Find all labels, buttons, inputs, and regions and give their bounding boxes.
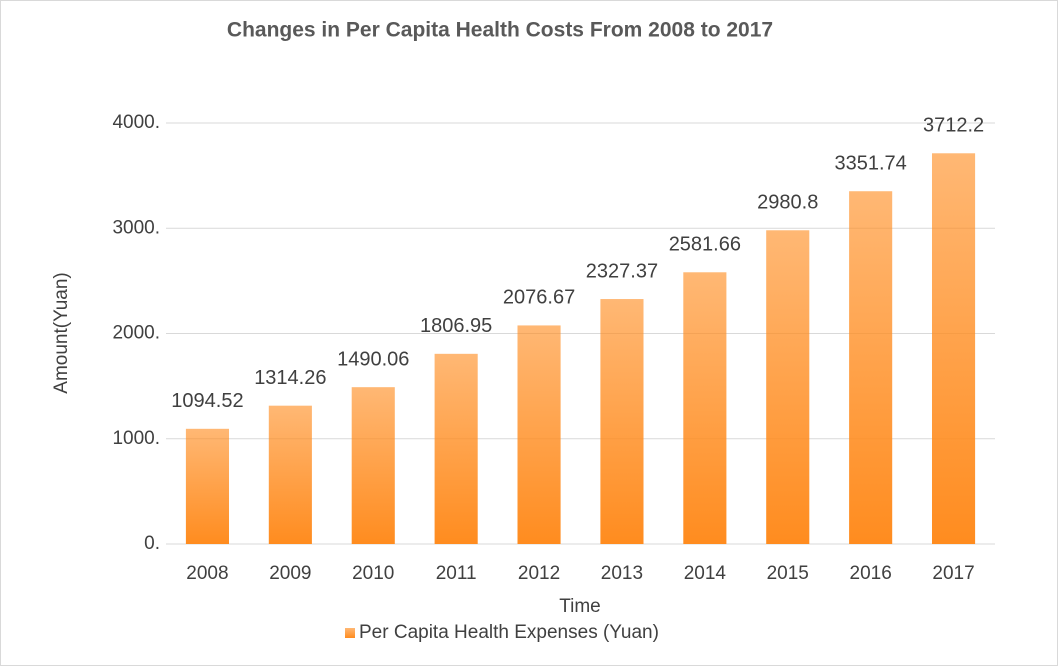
x-tick-label: 2015 — [767, 563, 809, 584]
bar — [849, 191, 893, 544]
bar — [517, 325, 561, 544]
data-label: 2327.37 — [586, 260, 658, 282]
x-tick-label: 2013 — [601, 563, 643, 584]
x-tick-label: 2012 — [518, 563, 560, 584]
bar — [268, 405, 312, 544]
bar — [931, 153, 976, 544]
data-label: 2076.67 — [503, 287, 575, 309]
legend-swatch — [345, 628, 355, 638]
data-label: 1094.52 — [171, 390, 243, 412]
x-tick-label: 2017 — [932, 563, 974, 584]
chart-title: Changes in Per Capita Health Costs From … — [227, 19, 773, 42]
y-tick-label: 2000. — [112, 323, 160, 344]
y-axis-label: Amount(Yuan) — [51, 272, 72, 393]
y-tick-label: 1000. — [112, 428, 160, 449]
x-tick-label: 2014 — [684, 563, 727, 584]
bar — [766, 230, 810, 544]
bar — [600, 299, 644, 544]
y-tick-label: 4000. — [112, 112, 160, 133]
x-tick-label: 2008 — [186, 563, 228, 584]
x-tick-label: 2010 — [352, 563, 394, 584]
bar — [683, 272, 727, 544]
x-tick-label: 2009 — [269, 563, 311, 584]
data-label: 2581.66 — [669, 234, 741, 256]
x-tick-label: 2016 — [850, 563, 892, 584]
x-axis-label: Time — [559, 596, 601, 617]
bar — [185, 428, 230, 544]
bar — [434, 353, 478, 544]
bar — [351, 387, 395, 544]
data-label: 1314.26 — [254, 367, 326, 389]
y-tick-label: 0. — [144, 533, 160, 554]
legend-label: Per Capita Health Expenses (Yuan) — [359, 622, 659, 643]
data-label: 1490.06 — [337, 348, 409, 370]
data-label: 2980.8 — [757, 192, 818, 214]
data-label: 3712.2 — [923, 115, 984, 137]
data-label: 3351.74 — [835, 153, 907, 175]
x-tick-label: 2011 — [436, 563, 477, 584]
y-tick-label: 3000. — [112, 217, 160, 238]
data-label: 1806.95 — [420, 315, 492, 337]
